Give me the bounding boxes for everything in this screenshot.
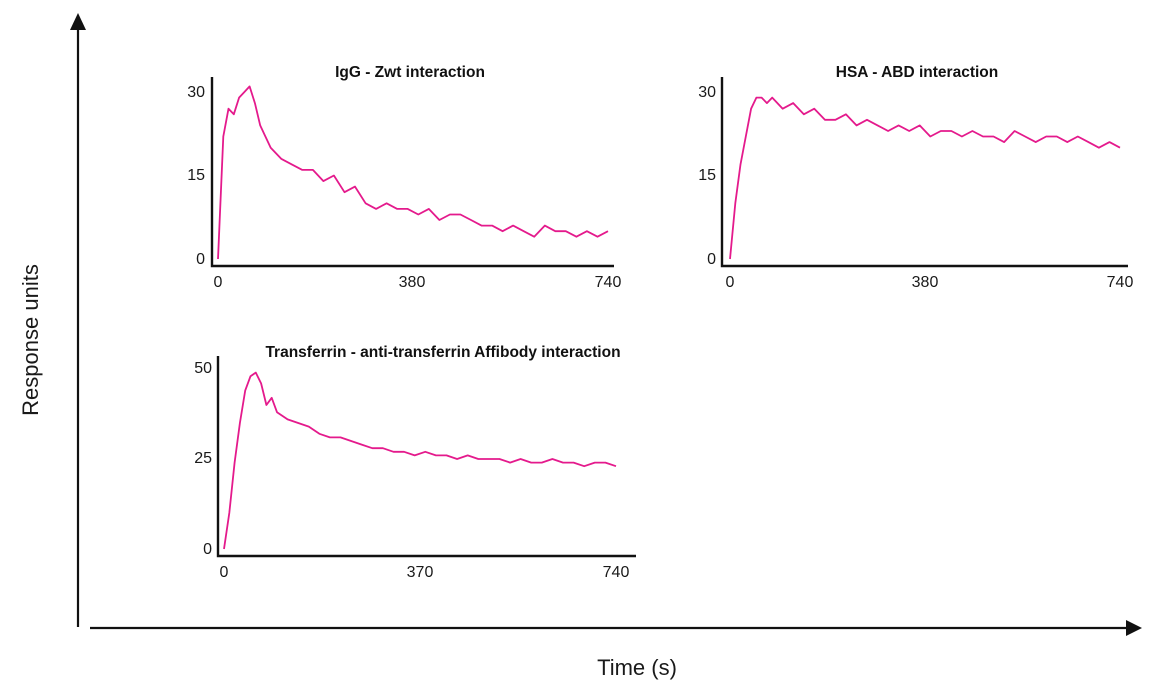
y-tick-label: 15 — [698, 167, 716, 184]
x-tick-label: 380 — [912, 274, 939, 291]
series-line — [223, 371, 617, 550]
x-tick-label: 380 — [399, 274, 426, 291]
x-tick-label: 0 — [214, 274, 223, 291]
x-tick-label: 0 — [726, 274, 735, 291]
x-tick-label: 370 — [407, 564, 434, 581]
y-tick-label: 50 — [194, 360, 212, 377]
x-tick-labels: 0 380 740 — [726, 274, 1134, 291]
x-tick-labels: 0 370 740 — [220, 564, 630, 581]
panel-hsa-abd: HSA - ABD interaction 0 15 30 0 380 740 — [698, 64, 1133, 291]
y-tick-label: 0 — [707, 251, 716, 268]
panel-title: HSA - ABD interaction — [836, 64, 998, 81]
x-tick-label: 740 — [595, 274, 622, 291]
x-tick-labels: 0 380 740 — [214, 274, 622, 291]
y-tick-label: 25 — [194, 450, 212, 467]
panel-igg-zwt: IgG - Zwt interaction 0 15 30 0 380 740 — [187, 64, 621, 291]
y-tick-label: 15 — [187, 167, 205, 184]
outer-x-label: Time (s) — [597, 655, 677, 680]
outer-axes: Time (s) Response units — [18, 13, 1142, 680]
panel-title: Transferrin - anti-transferrin Affibody … — [265, 344, 620, 361]
outer-x-arrowhead — [1126, 620, 1142, 636]
x-tick-label: 740 — [1107, 274, 1134, 291]
x-tick-label: 740 — [603, 564, 630, 581]
panel-axes — [720, 77, 1128, 268]
panel-title: IgG - Zwt interaction — [335, 64, 485, 81]
y-tick-label: 0 — [196, 251, 205, 268]
series-line — [729, 96, 1121, 260]
y-tick-label: 0 — [203, 541, 212, 558]
panel-axes — [216, 356, 636, 558]
outer-y-arrowhead — [70, 13, 86, 30]
panel-transferrin: Transferrin - anti-transferrin Affibody … — [194, 344, 636, 581]
x-tick-label: 0 — [220, 564, 229, 581]
y-tick-labels: 0 25 50 — [194, 360, 212, 558]
outer-y-label: Response units — [18, 264, 43, 416]
y-tick-label: 30 — [187, 84, 205, 101]
panel-axes — [210, 77, 614, 268]
y-tick-labels: 0 15 30 — [187, 84, 205, 268]
series-line — [217, 85, 609, 260]
y-tick-labels: 0 15 30 — [698, 84, 716, 268]
y-tick-label: 30 — [698, 84, 716, 101]
